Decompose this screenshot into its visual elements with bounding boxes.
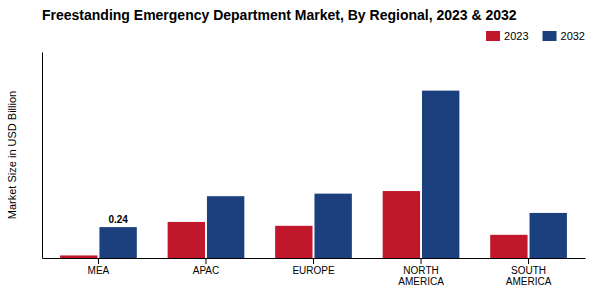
x-tick-mark	[205, 258, 206, 264]
x-tick-label-line: MEA	[88, 265, 110, 276]
x-tick-mark	[421, 258, 422, 264]
bar	[422, 91, 459, 258]
bars	[60, 91, 567, 258]
title: Freestanding Emergency Department Market…	[42, 7, 517, 23]
legend-item: 2023	[486, 30, 528, 42]
bar	[168, 222, 205, 258]
x-tick: MEA	[88, 258, 110, 276]
bar	[314, 194, 351, 258]
bar	[60, 255, 97, 258]
x-tick: APAC	[193, 258, 220, 276]
y-axis-line	[42, 53, 43, 259]
legend-label: 2032	[561, 30, 585, 42]
y-axis	[42, 53, 43, 259]
legend: 2023 2032	[486, 30, 585, 42]
annotation: 0.24	[108, 214, 128, 225]
bar	[207, 196, 244, 258]
bar	[383, 191, 420, 258]
x-tick-label-line: APAC	[193, 265, 220, 276]
legend-swatch	[543, 31, 557, 41]
x-tick: EUROPE	[292, 258, 335, 276]
x-tick-mark	[528, 258, 529, 264]
x-axis: MEAAPACEUROPENORTHAMERICASOUTHAMERICA	[43, 258, 586, 287]
x-tick-mark	[313, 258, 314, 264]
x-tick: SOUTHAMERICA	[506, 258, 552, 287]
legend-swatch	[486, 31, 500, 41]
x-tick-mark	[98, 258, 99, 264]
x-tick-label: MEA	[88, 265, 110, 276]
plot: MEAAPACEUROPENORTHAMERICASOUTHAMERICA0.2…	[43, 53, 586, 288]
x-tick-label-line: SOUTH	[511, 265, 546, 276]
x-tick-label-line: AMERICA	[398, 276, 444, 287]
bar-series	[99, 91, 566, 258]
bar	[490, 235, 527, 258]
y-axis-title: Market Size in USD Billion	[6, 91, 18, 219]
x-tick-label-line: EUROPE	[292, 265, 335, 276]
x-tick-label: NORTHAMERICA	[398, 265, 444, 287]
x-tick-label-line: AMERICA	[506, 276, 552, 287]
legend-label: 2023	[504, 30, 528, 42]
bar	[99, 227, 136, 258]
x-tick-label-line: NORTH	[403, 265, 438, 276]
x-tick-label: SOUTHAMERICA	[506, 265, 552, 287]
legend-item: 2032	[543, 30, 585, 42]
x-tick-label: EUROPE	[292, 265, 335, 276]
x-tick-label: APAC	[193, 265, 220, 276]
chart: MEAAPACEUROPENORTHAMERICASOUTHAMERICA0.2…	[0, 0, 600, 300]
x-tick: NORTHAMERICA	[398, 258, 444, 287]
bar	[275, 226, 312, 258]
bar	[530, 213, 567, 258]
